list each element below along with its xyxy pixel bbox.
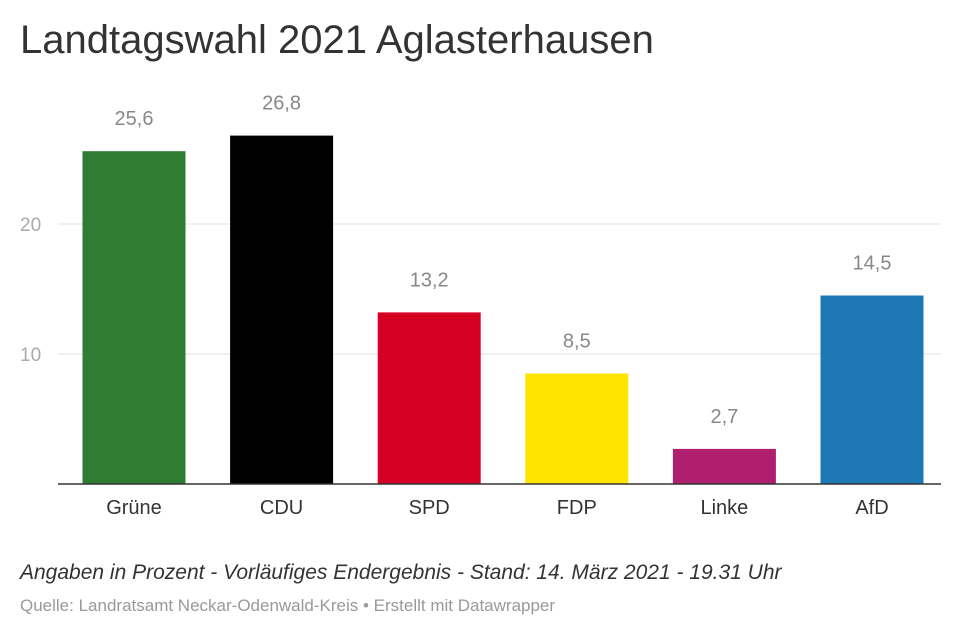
bar-grüne bbox=[82, 151, 186, 484]
value-label: 8,5 bbox=[563, 331, 591, 353]
value-label: 13,2 bbox=[410, 269, 449, 291]
grid-lines bbox=[58, 223, 941, 355]
labels: 10 20 25,6 Grüne 26,8 CDU 13,2 SPD 8,5 FDP 2,7 Link… bbox=[20, 93, 891, 519]
category-label: Linke bbox=[700, 497, 748, 519]
value-label: 2,7 bbox=[710, 406, 738, 428]
category-label: Grüne bbox=[106, 497, 162, 519]
value-label: 14,5 bbox=[853, 253, 892, 275]
chart-title: Landtagswahl 2021 Aglasterhausen bbox=[20, 18, 654, 62]
category-label: AfD bbox=[855, 497, 888, 519]
bar-spd bbox=[377, 312, 481, 484]
y-tick-label: 20 bbox=[20, 215, 41, 236]
value-label: 25,6 bbox=[115, 108, 154, 130]
category-label: FDP bbox=[557, 497, 597, 519]
y-tick-label: 10 bbox=[20, 345, 41, 366]
bar-linke bbox=[672, 448, 776, 484]
chart-source: Quelle: Landratsamt Neckar-Odenwald-Krei… bbox=[20, 596, 556, 615]
bar-cdu bbox=[230, 135, 334, 484]
category-label: SPD bbox=[409, 497, 450, 519]
bar-afd bbox=[820, 295, 924, 484]
category-label: CDU bbox=[260, 497, 303, 519]
chart-subtitle: Angaben in Prozent - Vorläufiges Enderge… bbox=[20, 561, 782, 584]
value-label: 26,8 bbox=[262, 93, 301, 115]
bar-fdp bbox=[525, 373, 629, 484]
bars bbox=[82, 135, 924, 484]
